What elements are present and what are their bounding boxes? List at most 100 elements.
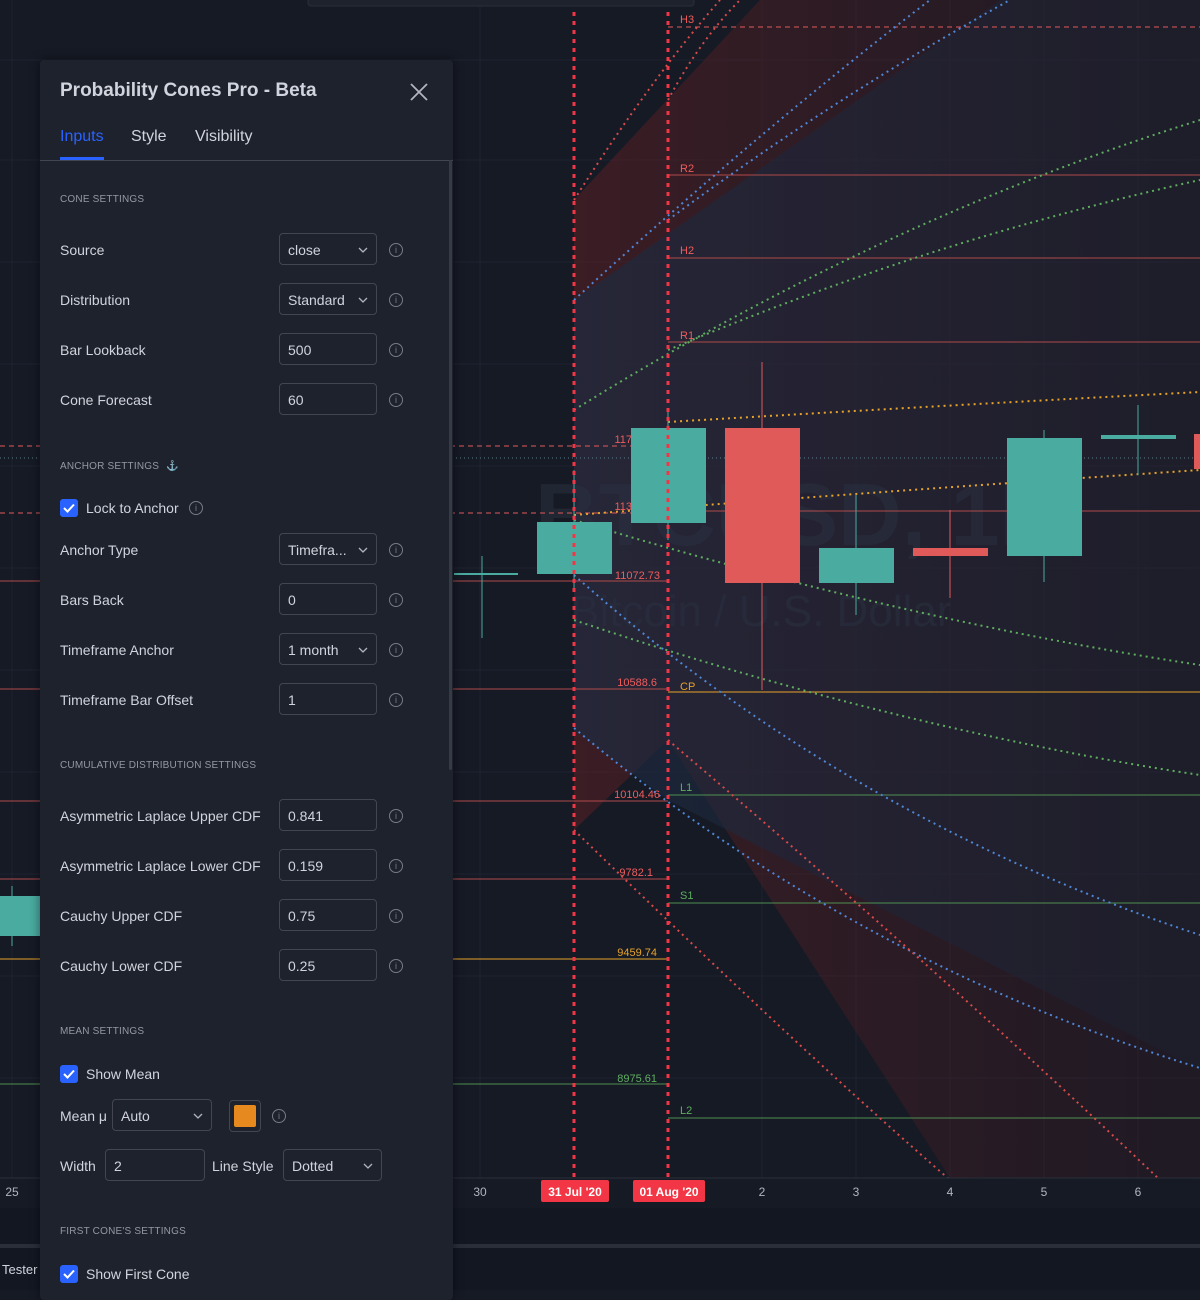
al-upper-cdf-input[interactable]: 0.841 [279, 799, 377, 831]
info-icon[interactable]: i [189, 501, 203, 515]
color-swatch-fill [234, 1105, 256, 1127]
cauchy-lower-cdf-label: Cauchy Lower CDF [60, 958, 183, 974]
info-icon[interactable]: i [389, 693, 403, 707]
width-input[interactable]: 2 [105, 1149, 205, 1181]
section-first-cone-settings: FIRST CONE'S SETTINGS [60, 1226, 186, 1237]
svg-text:31 Jul '20: 31 Jul '20 [548, 1185, 602, 1199]
anchor-type-label: Anchor Type [60, 542, 139, 558]
indicator-settings-dialog: Probability Cones Pro - Beta Inputs Styl… [40, 60, 453, 1300]
price-label: 10588.6 [617, 677, 657, 689]
line-style-value: Dotted [292, 1158, 334, 1174]
distribution-select[interactable]: Standard [279, 283, 377, 315]
chevron-down-icon [358, 547, 368, 553]
info-icon[interactable]: i [272, 1109, 286, 1123]
close-icon[interactable] [407, 80, 431, 104]
price-label: 11072.73 [615, 570, 660, 582]
bar-lookback-value: 500 [288, 342, 312, 358]
section-cone-settings: CONE SETTINGS [60, 194, 145, 205]
timeframe-anchor-select[interactable]: 1 month [279, 633, 377, 665]
al-lower-cdf-label: Asymmetric Laplace Lower CDF [60, 858, 261, 874]
price-label: 113 [614, 501, 632, 513]
pivot-label: L2 [680, 1105, 692, 1117]
info-icon[interactable]: i [389, 343, 403, 357]
info-icon[interactable]: i [389, 643, 403, 657]
timeframe-bar-offset-label: Timeframe Bar Offset [60, 692, 194, 708]
show-first-cone-checkbox[interactable] [60, 1265, 78, 1283]
price-label: 9459.74 [617, 947, 657, 959]
watermark-name: Bitcoin / U.S. Dollar [570, 587, 951, 636]
bars-back-input[interactable]: 0 [279, 583, 377, 615]
section-anchor-settings: ANCHOR SETTINGS ⚓ [60, 461, 179, 472]
info-icon[interactable]: i [389, 959, 403, 973]
info-icon[interactable]: i [389, 543, 403, 557]
tab-visibility[interactable]: Visibility [195, 128, 253, 145]
line-style-select[interactable]: Dotted [283, 1149, 382, 1181]
cauchy-lower-cdf-value: 0.25 [288, 958, 316, 974]
price-label: 9782.1 [619, 867, 653, 879]
info-icon[interactable]: i [389, 293, 403, 307]
cone-forecast-label: Cone Forecast [60, 392, 152, 408]
source-value: close [288, 242, 321, 258]
timeframe-bar-offset-input[interactable]: 1 [279, 683, 377, 715]
pivot-label: S1 [680, 890, 693, 902]
cone-forecast-input[interactable]: 60 [279, 383, 377, 415]
price-label: 117 [614, 434, 632, 446]
anchor-type-value: Timefra... [288, 542, 347, 558]
pivot-label: R2 [680, 163, 694, 175]
info-icon[interactable]: i [389, 393, 403, 407]
al-lower-cdf-input[interactable]: 0.159 [279, 849, 377, 881]
pivot-label: H2 [680, 245, 694, 257]
chevron-down-icon [358, 647, 368, 653]
info-icon[interactable]: i [389, 859, 403, 873]
width-label: Width [60, 1158, 96, 1174]
tab-style[interactable]: Style [131, 128, 167, 145]
info-icon[interactable]: i [389, 593, 403, 607]
bars-back-label: Bars Back [60, 592, 124, 608]
date-badge-01aug: 01 Aug '20 [633, 1180, 705, 1202]
active-tab-indicator [60, 157, 104, 160]
candle-31jul [537, 470, 612, 590]
candle-2 [725, 362, 800, 690]
mean-mu-select[interactable]: Auto [112, 1099, 212, 1131]
dialog-title: Probability Cones Pro - Beta [60, 80, 317, 101]
tester-tab[interactable]: Tester [2, 1262, 38, 1277]
price-label: 10104.46 [614, 789, 660, 801]
checkmark-icon [63, 503, 75, 513]
top-toolbar-fragment[interactable] [307, 0, 695, 7]
cone-forecast-value: 60 [288, 392, 304, 408]
bar-lookback-input[interactable]: 500 [279, 333, 377, 365]
candle-6 [1101, 405, 1176, 475]
mean-mu-label: Mean μ [60, 1108, 107, 1124]
time-tick: 6 [1135, 1185, 1142, 1199]
chevron-down-icon [363, 1163, 373, 1169]
anchor-icon: ⚓ [166, 461, 179, 472]
info-icon[interactable]: i [389, 909, 403, 923]
width-value: 2 [114, 1158, 122, 1174]
inner-cone-fill [574, 0, 1200, 1070]
al-upper-cdf-value: 0.841 [288, 808, 324, 824]
info-icon[interactable]: i [389, 809, 403, 823]
lock-to-anchor-checkbox[interactable] [60, 499, 78, 517]
lock-to-anchor-label: Lock to Anchor [86, 500, 179, 516]
mean-color-swatch[interactable] [229, 1100, 261, 1132]
info-icon[interactable]: i [389, 243, 403, 257]
pivot-label: H3 [680, 14, 694, 26]
time-tick: 30 [473, 1185, 487, 1199]
anchor-type-select[interactable]: Timefra... [279, 533, 377, 565]
pivot-label: L1 [680, 782, 692, 794]
show-mean-checkbox[interactable] [60, 1065, 78, 1083]
distribution-label: Distribution [60, 292, 131, 308]
time-tick: 4 [947, 1185, 954, 1199]
cauchy-lower-cdf-input[interactable]: 0.25 [279, 949, 377, 981]
line-style-label: Line Style [212, 1158, 274, 1174]
source-select[interactable]: close [279, 233, 377, 265]
dialog-scrollbar[interactable] [449, 160, 452, 770]
cauchy-upper-cdf-input[interactable]: 0.75 [279, 899, 377, 931]
price-labels: 117 113 11072.73 10588.6 10104.46 9782.1… [614, 434, 660, 1085]
chevron-down-icon [358, 247, 368, 253]
al-upper-cdf-label: Asymmetric Laplace Upper CDF [60, 808, 261, 824]
time-axis-ticks: 25 30 2 3 4 5 6 [5, 1185, 1141, 1199]
al-lower-cdf-value: 0.159 [288, 858, 324, 874]
source-label: Source [60, 242, 105, 258]
tab-inputs[interactable]: Inputs [60, 128, 104, 145]
